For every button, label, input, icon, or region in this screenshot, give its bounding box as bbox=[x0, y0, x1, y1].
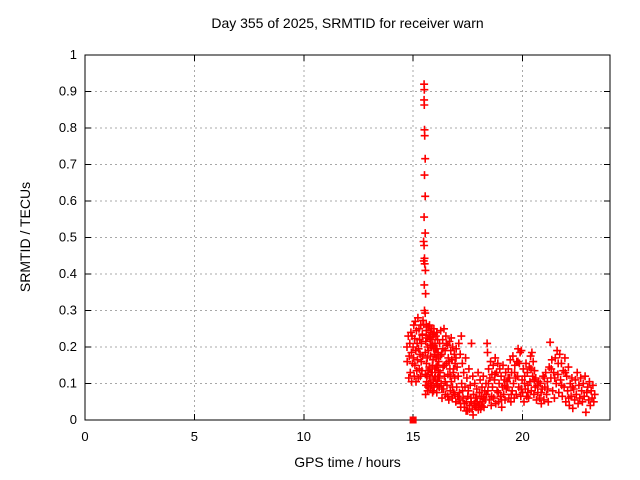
chart-title: Day 355 of 2025, SRMTID for receiver war… bbox=[211, 15, 484, 31]
y-tick-label: 0.4 bbox=[59, 266, 77, 281]
x-tick-label: 15 bbox=[406, 429, 420, 444]
y-tick-label: 0.6 bbox=[59, 193, 77, 208]
gridlines bbox=[85, 55, 610, 420]
y-tick-label: 1 bbox=[70, 47, 77, 62]
y-tick-label: 0 bbox=[70, 412, 77, 427]
y-tick-label: 0.8 bbox=[59, 120, 77, 135]
square-marker bbox=[409, 416, 417, 424]
y-tick-label: 0.7 bbox=[59, 157, 77, 172]
y-tick-label: 0.2 bbox=[59, 339, 77, 354]
y-tick-label: 0.3 bbox=[59, 303, 77, 318]
x-tick-label: 10 bbox=[297, 429, 311, 444]
x-tick-label: 20 bbox=[515, 429, 529, 444]
x-axis-label: GPS time / hours bbox=[294, 454, 401, 470]
y-tick-label: 0.5 bbox=[59, 230, 77, 245]
x-tick-label: 0 bbox=[81, 429, 88, 444]
axis-tick-labels: 0 5 10 15 20 0 0.1 0.2 0.3 0.4 0.5 0.6 0.7 0.8 0.9 1 bbox=[59, 47, 530, 444]
y-tick-label: 0.9 bbox=[59, 84, 77, 99]
y-tick-label: 0.1 bbox=[59, 376, 77, 391]
scatter-points bbox=[403, 80, 599, 424]
x-tick-label: 5 bbox=[191, 429, 198, 444]
plus-markers bbox=[403, 80, 599, 419]
